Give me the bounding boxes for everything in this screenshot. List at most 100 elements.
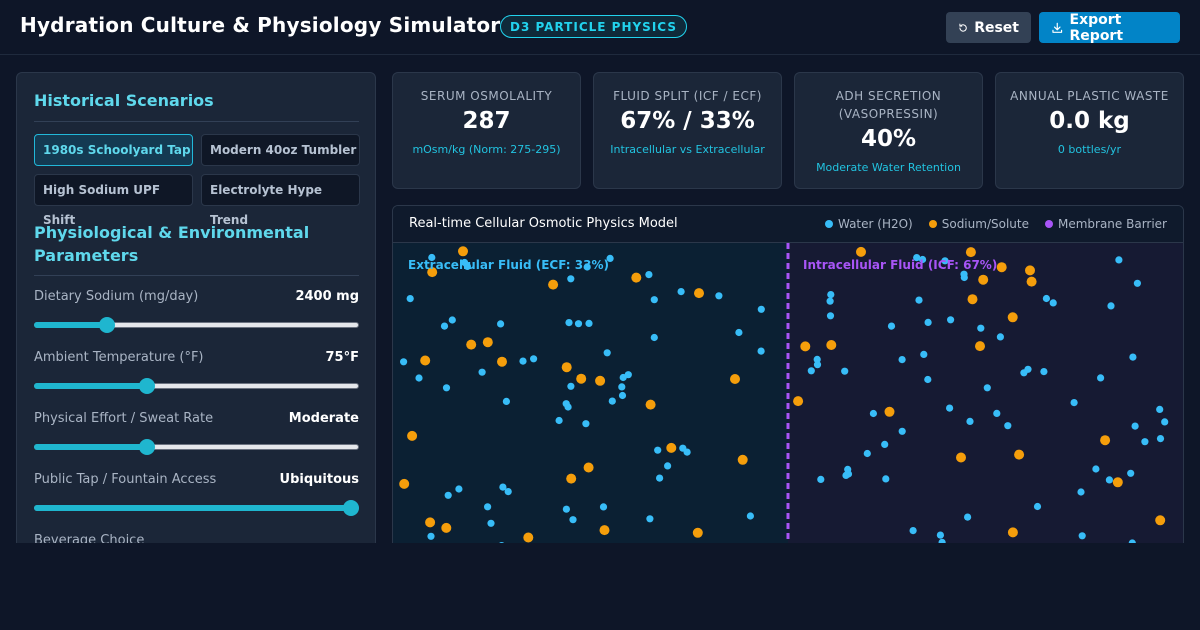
solute-particle	[1007, 312, 1018, 323]
water-dot-icon	[824, 220, 833, 228]
water-particle	[813, 361, 822, 369]
tap-access-label: Public Tap / Fountain Access	[34, 472, 217, 487]
water-particle	[1033, 502, 1042, 511]
water-particle	[497, 320, 505, 328]
water-particle	[757, 305, 765, 313]
ecf-label: Extracellular Fluid (ECF: 33%)	[408, 258, 609, 272]
metric-value: 287	[462, 108, 511, 134]
temperature-slider[interactable]	[34, 378, 359, 394]
water-particle	[565, 319, 573, 327]
scenario-1980s-schoolyard-tap[interactable]: 1980s Schoolyard Tap	[34, 134, 193, 166]
metric-subtitle: 0 bottles/yr	[1057, 143, 1122, 156]
water-particle	[400, 358, 408, 366]
water-particle	[442, 384, 451, 392]
water-particle	[715, 292, 723, 300]
temperature-label: Ambient Temperature (°F)	[34, 350, 204, 365]
water-particle	[941, 257, 949, 265]
solute-particle	[1007, 527, 1018, 538]
water-particle	[913, 254, 921, 262]
water-particle	[947, 316, 955, 324]
water-particle	[567, 382, 575, 390]
export-report-button[interactable]: Export Report	[1039, 12, 1180, 44]
scenario-high-sodium-upf[interactable]: High Sodium UPF Shift	[34, 174, 193, 227]
model-legend: Water (H2O) Sodium/Solute Membrane Barri…	[824, 217, 1167, 231]
water-particle	[650, 333, 658, 342]
solute-particle	[965, 247, 976, 258]
engine-badge: D3 PARTICLE PHYSICS	[500, 15, 687, 38]
solute-particle	[793, 396, 804, 407]
water-particle	[1156, 405, 1164, 413]
sodium-label: Dietary Sodium (mg/day)	[34, 289, 199, 304]
tap-access-value: Ubiquitous	[279, 472, 359, 487]
water-particle	[519, 357, 527, 365]
water-particle	[406, 295, 414, 303]
solute-particle	[420, 355, 431, 366]
solute-particle	[826, 340, 837, 350]
viewport-bottom	[0, 543, 1200, 630]
parameters-title: Physiological & Environmental Parameters	[34, 223, 310, 265]
solute-particle	[458, 246, 468, 257]
water-particle	[898, 356, 906, 364]
slider-thumb[interactable]	[343, 500, 359, 516]
sodium-value: 2400 mg	[295, 289, 359, 304]
scenario-modern-tumbler[interactable]: Modern 40oz Tumbler	[201, 134, 360, 166]
legend-solute: Sodium/Solute	[928, 217, 1029, 231]
solute-particle	[595, 375, 606, 386]
water-particle	[646, 515, 654, 523]
solute-particle	[561, 362, 572, 373]
solute-particle	[800, 341, 811, 352]
solute-particle	[482, 337, 493, 348]
water-particle	[574, 320, 583, 328]
water-particle	[487, 519, 495, 527]
slider-thumb[interactable]	[139, 439, 156, 455]
solute-particle	[884, 406, 895, 417]
water-particle	[606, 254, 614, 262]
effort-value: Moderate	[288, 411, 359, 426]
water-particle	[562, 400, 570, 408]
effort-slider[interactable]	[34, 439, 359, 455]
water-particle	[583, 263, 591, 271]
slider-thumb[interactable]	[139, 378, 156, 394]
water-particle	[1092, 465, 1100, 473]
water-particle	[983, 384, 991, 392]
water-particle	[484, 503, 492, 511]
water-particle	[915, 296, 923, 304]
solute-particle	[978, 274, 989, 285]
water-particle	[869, 409, 877, 418]
water-particle	[1161, 418, 1169, 426]
water-particle	[881, 440, 889, 448]
sodium-slider[interactable]	[34, 317, 359, 333]
water-particle	[841, 367, 849, 375]
metric-card-plastic-waste: ANNUAL PLASTIC WASTE 0.0 kg 0 bottles/yr	[995, 72, 1184, 189]
water-particle	[585, 319, 593, 327]
solute-particle	[425, 517, 436, 528]
solute-particle	[692, 527, 703, 538]
slider-fill	[34, 505, 351, 511]
slider-thumb[interactable]	[98, 317, 115, 333]
solute-particle	[1026, 276, 1037, 287]
divider	[34, 275, 359, 276]
scenario-electrolyte-hype[interactable]: Electrolyte Hype Trend	[201, 174, 360, 227]
water-particle	[677, 288, 685, 296]
metric-value: 40%	[860, 126, 917, 152]
tap-access-slider[interactable]	[34, 500, 359, 516]
water-particle	[567, 275, 575, 283]
metric-subtitle: mOsm/kg (Norm: 275-295)	[412, 143, 561, 156]
water-particle	[936, 531, 945, 539]
osmotic-model-panel: Real-time Cellular Osmotic Physics Model…	[392, 205, 1184, 565]
reset-button[interactable]: Reset	[946, 12, 1031, 43]
solute-particle	[730, 374, 740, 384]
water-particle	[1141, 438, 1149, 446]
water-particle	[996, 333, 1005, 341]
water-particle	[807, 367, 815, 375]
water-particle	[746, 512, 754, 520]
water-particle	[427, 532, 435, 540]
solute-particle	[576, 373, 587, 384]
scenarios-title: Historical Scenarios	[34, 91, 214, 110]
water-particle	[1042, 294, 1050, 303]
water-particle	[898, 427, 906, 435]
control-sidebar: Historical Scenarios 1980s Schoolyard Ta…	[16, 72, 376, 552]
metric-card-fluid-split: FLUID SPLIT (ICF / ECF) 67% / 33% Intrac…	[593, 72, 782, 189]
solute-particle	[548, 279, 559, 290]
water-particle	[977, 324, 985, 332]
